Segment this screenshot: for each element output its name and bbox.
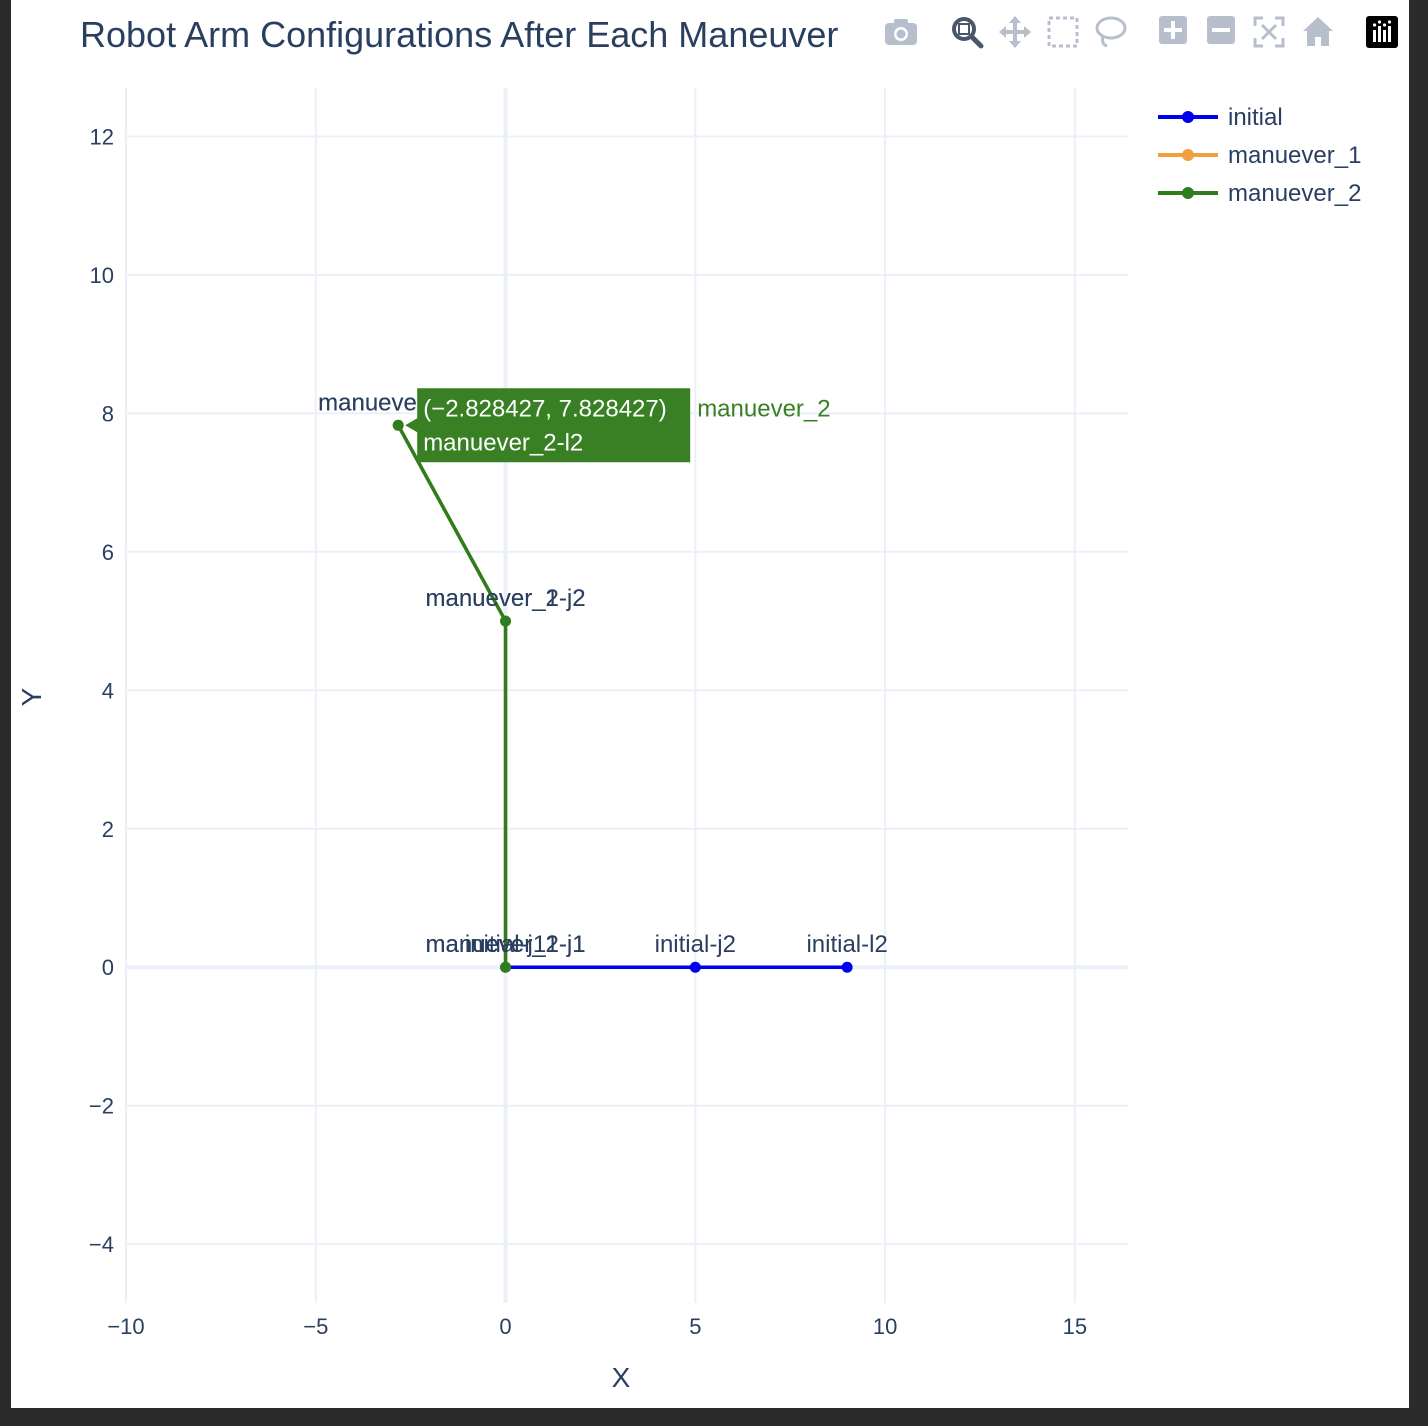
point-label: initial-l2: [806, 931, 887, 958]
grid-layer: [125, 88, 1128, 1303]
lasso-select-icon[interactable]: [1095, 16, 1127, 48]
y-tick-labels: −4 −2 0 2 4 6 8 10 12: [89, 124, 114, 1257]
y-tick-label: 10: [90, 263, 114, 288]
x-tick-label: −5: [303, 1314, 328, 1339]
y-tick-label: −2: [89, 1094, 114, 1119]
x-tick-label: 15: [1063, 1314, 1087, 1339]
y-tick-label: 8: [102, 401, 114, 426]
reset-axes-icon[interactable]: [1303, 17, 1333, 46]
data-point-initial-l2[interactable]: [841, 961, 853, 973]
legend-item-initial[interactable]: initial: [1158, 104, 1283, 131]
legend-label: initial: [1228, 104, 1283, 131]
series-layer: [392, 419, 853, 973]
legend[interactable]: initial manuever_1 manuever_2: [1158, 104, 1361, 207]
x-tick-label: 0: [499, 1314, 511, 1339]
y-tick-label: 4: [102, 678, 114, 703]
point-label: manuever_1-j2: [425, 585, 585, 612]
data-point-manuever_2-j1[interactable]: [500, 961, 512, 973]
y-tick-label: 12: [90, 124, 114, 149]
y-tick-label: 6: [102, 540, 114, 565]
x-tick-label: 5: [689, 1314, 701, 1339]
autoscale-icon[interactable]: [1253, 16, 1285, 48]
y-tick-label: 0: [102, 955, 114, 980]
y-tick-label: −4: [89, 1232, 114, 1257]
legend-marker: [1182, 111, 1194, 123]
modebar: [885, 16, 1398, 49]
hover-box: [405, 388, 691, 463]
series-line-manuever_1: [396, 424, 508, 968]
y-tick-label: 2: [102, 817, 114, 842]
data-point-initial-j2[interactable]: [689, 961, 701, 973]
point-label: manuever_2-j1: [425, 931, 585, 958]
legend-item-manuever_2[interactable]: manuever_2: [1158, 180, 1361, 207]
legend-marker: [1182, 187, 1194, 199]
hover-tooltip: (−2.828427, 7.828427) manuever_2-l2 manu…: [405, 388, 831, 463]
legend-marker: [1182, 149, 1194, 161]
legend-label: manuever_1: [1228, 142, 1361, 169]
point-labels: initial-j1 initial-j2 initial-l2 manuever_1…: [318, 389, 888, 958]
point-label: manuever_1-j1: [425, 931, 585, 958]
chart-title: Robot Arm Configurations After Each Mane…: [80, 14, 838, 55]
legend-label: manuever_2: [1228, 180, 1361, 207]
box-select-icon[interactable]: [1047, 16, 1079, 48]
camera-icon[interactable]: [885, 19, 917, 45]
hover-point-label: manuever_2-l2: [423, 429, 583, 456]
chart-svg: Robot Arm Configurations After Each Mane…: [16, 14, 1398, 1393]
point-label: manuever_2-j2: [425, 585, 585, 612]
y-axis-title: Y: [16, 687, 47, 706]
zoom-out-icon[interactable]: [1207, 16, 1235, 44]
x-tick-label: 10: [873, 1314, 897, 1339]
point-label: initial-j2: [655, 931, 736, 958]
legend-item-manuever_1[interactable]: manuever_1: [1158, 142, 1361, 169]
plotly-logo-icon[interactable]: [1366, 16, 1398, 48]
point-label: initial-j1: [465, 931, 546, 958]
data-point-manuever_2-l2[interactable]: [392, 419, 404, 431]
hover-coords: (−2.828427, 7.828427): [423, 395, 667, 422]
zoom-icon[interactable]: [952, 17, 984, 49]
zoom-in-icon[interactable]: [1159, 16, 1187, 44]
x-tick-labels: −10 −5 0 5 10 15: [107, 1314, 1087, 1339]
pan-icon[interactable]: [999, 16, 1031, 48]
data-point-manuever_2-j2[interactable]: [500, 615, 512, 627]
chart-container: Robot Arm Configurations After Each Mane…: [11, 0, 1409, 1408]
x-axis-title: X: [612, 1362, 631, 1393]
x-tick-label: −10: [107, 1314, 144, 1339]
series-line-manuever_2: [396, 424, 508, 968]
hover-series-name: manuever_2: [697, 395, 830, 422]
